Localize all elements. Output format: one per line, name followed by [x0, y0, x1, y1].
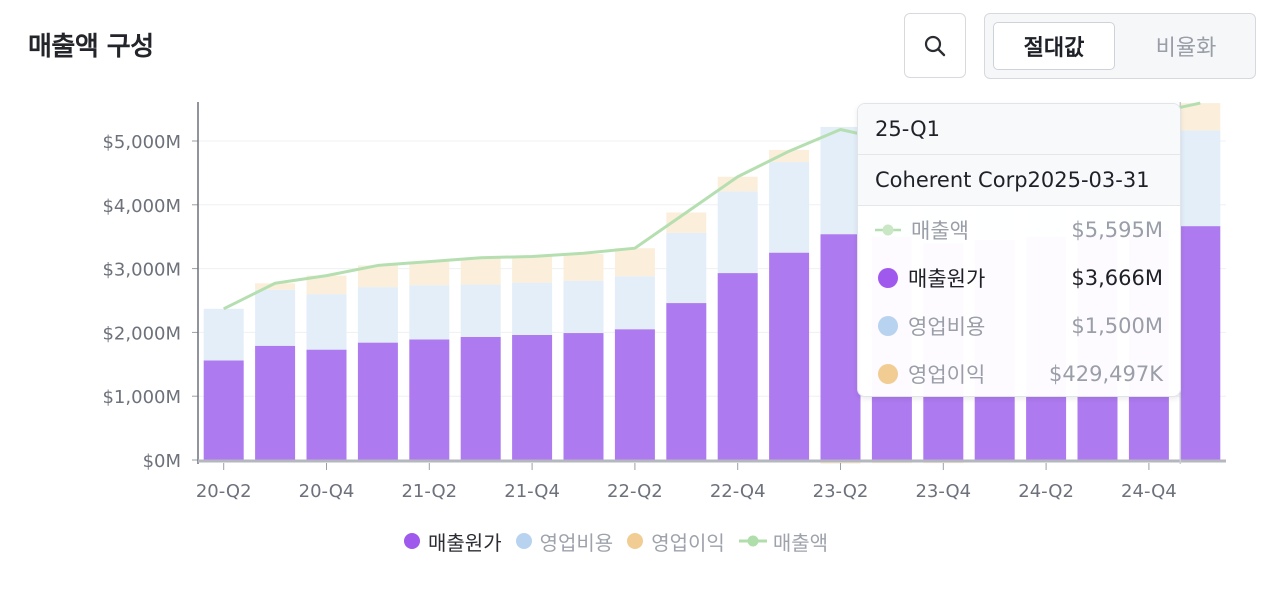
- tooltip-value: $5,595M: [1071, 218, 1163, 242]
- legend-label: 매출액: [772, 530, 829, 555]
- bar-operating-expense: [666, 232, 707, 304]
- line-marker-icon: [875, 224, 901, 236]
- bar-operating-expense: [203, 308, 244, 361]
- bar-operating-income: [357, 265, 398, 288]
- tooltip-value: $1,500M: [1071, 314, 1163, 338]
- legend-item-revenue[interactable]: 매출액: [738, 527, 829, 556]
- tooltip-label: 영업이익: [908, 363, 986, 387]
- tooltip-label: 매출액: [911, 219, 969, 243]
- bar-operating-expense: [306, 294, 347, 350]
- bar-operating-expense: [357, 287, 398, 343]
- bar-operating-income: [666, 212, 707, 233]
- tooltip-row-income: 영업이익 $429,497K: [858, 350, 1180, 396]
- y-tick-label: $1,000M: [102, 387, 181, 408]
- legend-dot-icon: [404, 533, 420, 549]
- tooltip-label: 매출원가: [908, 267, 986, 291]
- bar-operating-expense: [409, 285, 450, 340]
- x-tick-label: 24-Q2: [1018, 481, 1074, 502]
- tooltip-company-date: Coherent Corp2025-03-31: [858, 155, 1180, 206]
- x-tick-label: 20-Q2: [196, 481, 252, 502]
- bar-cost-of-sales: [255, 345, 296, 460]
- legend-label: 영업이익: [651, 530, 725, 555]
- bar-cost-of-sales: [769, 252, 810, 460]
- income-dot-icon: [878, 364, 898, 384]
- tooltip-period: 25-Q1: [858, 104, 1180, 155]
- legend-label: 영업비용: [539, 530, 614, 555]
- legend-item-cost[interactable]: 매출원가: [404, 527, 502, 556]
- x-tick-label: 23-Q2: [813, 481, 869, 502]
- chart-legend: 매출원가 영업비용 영업이익 매출액: [404, 527, 842, 555]
- bar-operating-expense: [255, 289, 296, 346]
- search-icon: [924, 35, 946, 56]
- tooltip-label: 영업비용: [908, 315, 986, 339]
- mode-toggle: 절대값 비율화: [984, 13, 1256, 79]
- x-tick-label: 21-Q4: [504, 481, 560, 502]
- bar-cost-of-sales: [614, 329, 655, 460]
- legend-dot-icon: [515, 533, 532, 549]
- bar-operating-expense: [820, 126, 861, 235]
- x-tick-label: 22-Q2: [607, 481, 663, 502]
- legend-line-icon: [738, 535, 767, 547]
- x-tick-label: 21-Q2: [401, 481, 457, 502]
- bar-cost-of-sales: [203, 360, 244, 460]
- chart-title: 매출액 구성: [28, 32, 154, 62]
- bar-cost-of-sales: [666, 303, 707, 460]
- x-tick-label: 23-Q4: [915, 481, 971, 502]
- tooltip-value: $3,666M: [1071, 266, 1163, 290]
- y-tick-label: $3,000M: [102, 260, 181, 281]
- bar-cost-of-sales: [1180, 226, 1221, 460]
- bar-operating-expense: [512, 282, 553, 335]
- bar-operating-income: [769, 149, 810, 163]
- chart-tooltip: 25-Q1 Coherent Corp2025-03-31 매출액 $5,595…: [857, 103, 1181, 397]
- bar-operating-income: [255, 283, 296, 290]
- bar-operating-expense: [460, 284, 501, 337]
- absolute-toggle-button[interactable]: 절대값: [993, 22, 1115, 70]
- x-tick-label: 20-Q4: [299, 481, 355, 502]
- opex-dot-icon: [878, 316, 898, 336]
- bar-operating-income: [1180, 103, 1221, 131]
- search-button[interactable]: [904, 13, 966, 78]
- y-tick-label: $0M: [143, 451, 181, 472]
- x-tick-label: 22-Q4: [710, 481, 766, 502]
- bar-cost-of-sales: [717, 273, 758, 460]
- bar-operating-income: [409, 261, 450, 286]
- bar-cost-of-sales: [357, 342, 398, 460]
- axes: $0M $1,000M $2,000M $3,000M $4,000M $5,000M 20…: [102, 102, 1226, 502]
- bar-operating-income: [306, 275, 347, 295]
- bar-cost-of-sales: [306, 349, 347, 460]
- bar-operating-income: [512, 256, 553, 283]
- bar-operating-income: [460, 258, 501, 285]
- legend-item-income[interactable]: 영업이익: [627, 527, 725, 556]
- bar-operating-expense: [614, 276, 655, 330]
- x-tick-label: 24-Q4: [1121, 481, 1177, 502]
- legend-label: 매출원가: [428, 530, 502, 555]
- legend-item-opex[interactable]: 영업비용: [515, 527, 614, 556]
- cost-dot-icon: [878, 268, 898, 288]
- bar-operating-expense: [563, 280, 604, 334]
- bar-operating-income: [717, 176, 758, 192]
- bar-cost-of-sales: [460, 336, 501, 460]
- bar-operating-income: [614, 248, 655, 277]
- y-tick-label: $5,000M: [102, 132, 181, 153]
- ratio-toggle-button[interactable]: 비율화: [1155, 36, 1217, 61]
- bar-operating-expense: [769, 162, 810, 253]
- bar-operating-expense: [1180, 130, 1221, 227]
- tooltip-row-cost: 매출원가 $3,666M: [858, 254, 1180, 302]
- bar-cost-of-sales: [512, 334, 553, 460]
- tooltip-row-revenue: 매출액 $5,595M: [858, 206, 1180, 254]
- tooltip-row-opex: 영업비용 $1,500M: [858, 302, 1180, 350]
- tooltip-value: $429,497K: [1049, 362, 1163, 386]
- bar-cost-of-sales: [409, 339, 450, 460]
- bar-cost-of-sales: [820, 234, 861, 460]
- bar-cost-of-sales: [563, 333, 604, 460]
- bar-operating-income: [563, 253, 604, 281]
- bar-operating-expense: [717, 191, 758, 274]
- y-tick-label: $2,000M: [102, 323, 181, 344]
- legend-dot-icon: [627, 533, 644, 549]
- y-tick-label: $4,000M: [102, 196, 181, 217]
